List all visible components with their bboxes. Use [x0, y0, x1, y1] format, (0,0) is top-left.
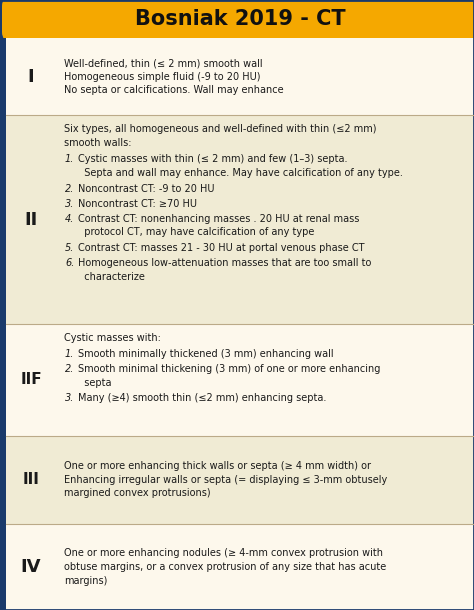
Text: One or more enhancing nodules (≥ 4-mm convex protrusion with
obtuse margins, or : One or more enhancing nodules (≥ 4-mm co…: [64, 548, 386, 586]
Text: Contrast CT: masses 21 - 30 HU at portal venous phase CT: Contrast CT: masses 21 - 30 HU at portal…: [78, 243, 365, 253]
Text: Smooth minimally thickened (3 mm) enhancing wall: Smooth minimally thickened (3 mm) enhanc…: [78, 349, 334, 359]
Text: 3.: 3.: [65, 393, 74, 403]
Bar: [6, 524, 474, 610]
Bar: [6, 38, 474, 115]
Text: Cystic masses with:: Cystic masses with:: [64, 333, 161, 343]
Text: 5.: 5.: [65, 243, 74, 253]
Bar: [6, 324, 474, 436]
Text: IIF: IIF: [20, 372, 42, 387]
Text: Noncontrast CT: ≥70 HU: Noncontrast CT: ≥70 HU: [78, 199, 197, 209]
Text: 2.: 2.: [65, 364, 74, 374]
Text: 3.: 3.: [65, 199, 74, 209]
Text: 2.: 2.: [65, 184, 74, 193]
Text: 1.: 1.: [65, 349, 74, 359]
Text: IV: IV: [21, 558, 41, 576]
Bar: [6, 115, 474, 324]
Text: Well-defined, thin (≤ 2 mm) smooth wall
Homogeneous simple fluid (-9 to 20 HU)
N: Well-defined, thin (≤ 2 mm) smooth wall …: [64, 58, 283, 95]
Text: II: II: [24, 210, 37, 229]
Text: Bosniak 2019 - CT: Bosniak 2019 - CT: [135, 9, 346, 29]
Text: 4.: 4.: [65, 214, 74, 224]
Text: Noncontrast CT: -9 to 20 HU: Noncontrast CT: -9 to 20 HU: [78, 184, 215, 193]
Text: Contrast CT: nonenhancing masses . 20 HU at renal mass
  protocol CT, may have c: Contrast CT: nonenhancing masses . 20 HU…: [78, 214, 359, 237]
Bar: [6, 436, 474, 524]
Text: One or more enhancing thick walls or septa (≥ 4 mm width) or
Enhancing irregular: One or more enhancing thick walls or sep…: [64, 461, 387, 498]
Text: Smooth minimal thickening (3 mm) of one or more enhancing
  septa: Smooth minimal thickening (3 mm) of one …: [78, 364, 380, 388]
Bar: [0, 38, 6, 610]
FancyBboxPatch shape: [2, 0, 474, 42]
Text: Six types, all homogeneous and well-defined with thin (≤2 mm)
smooth walls:: Six types, all homogeneous and well-defi…: [64, 124, 376, 148]
Text: Many (≥4) smooth thin (≤2 mm) enhancing septa.: Many (≥4) smooth thin (≤2 mm) enhancing …: [78, 393, 327, 403]
Text: I: I: [27, 68, 34, 85]
Text: 1.: 1.: [65, 154, 74, 165]
Text: 6.: 6.: [65, 258, 74, 268]
Text: Cystic masses with thin (≤ 2 mm) and few (1–3) septa.
  Septa and wall may enhan: Cystic masses with thin (≤ 2 mm) and few…: [78, 154, 403, 178]
Text: III: III: [23, 472, 39, 487]
Text: Homogeneous low-attenuation masses that are too small to
  characterize: Homogeneous low-attenuation masses that …: [78, 258, 371, 282]
